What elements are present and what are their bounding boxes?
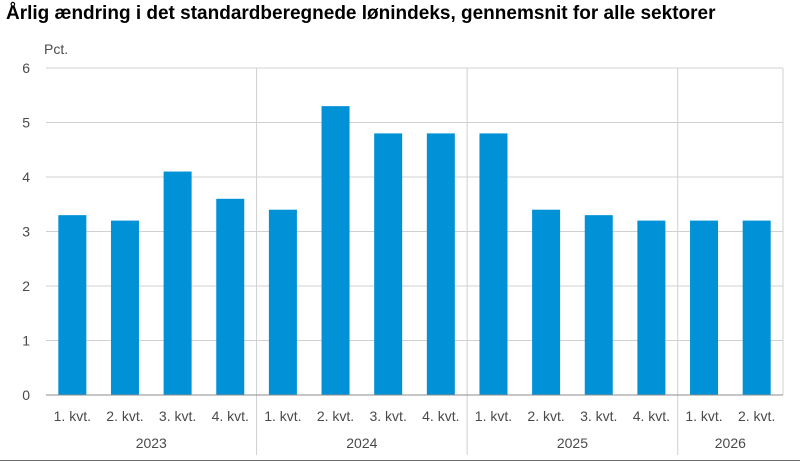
y-tick-label: 6 bbox=[22, 60, 30, 76]
x-tick-label: 3. kvt. bbox=[159, 408, 196, 424]
x-group-label: 2026 bbox=[715, 435, 746, 451]
bar bbox=[584, 215, 613, 395]
bar bbox=[163, 171, 192, 395]
x-tick-label: 2. kvt. bbox=[738, 408, 775, 424]
bar bbox=[268, 209, 297, 395]
x-tick-label: 1. kvt. bbox=[685, 408, 722, 424]
x-tick-label: 4. kvt. bbox=[422, 408, 459, 424]
bar bbox=[742, 220, 771, 395]
x-tick-label: 1. kvt. bbox=[264, 408, 301, 424]
x-group-label: 2024 bbox=[346, 435, 377, 451]
x-group-label: 2023 bbox=[136, 435, 167, 451]
x-tick-label: 1. kvt. bbox=[475, 408, 512, 424]
bar bbox=[637, 220, 666, 395]
y-tick-label: 4 bbox=[22, 169, 30, 185]
bar bbox=[321, 106, 350, 396]
bar bbox=[532, 209, 561, 395]
x-tick-label: 3. kvt. bbox=[369, 408, 406, 424]
x-tick-label: 4. kvt. bbox=[212, 408, 249, 424]
y-tick-label: 1 bbox=[22, 333, 30, 349]
chart-title: Årlig ændring i det standardberegnede lø… bbox=[6, 3, 716, 24]
x-group-label: 2025 bbox=[557, 435, 588, 451]
bar bbox=[479, 133, 508, 395]
bar bbox=[426, 133, 455, 395]
bar bbox=[110, 220, 139, 395]
y-tick-label: 5 bbox=[22, 115, 30, 131]
x-tick-label: 2. kvt. bbox=[106, 408, 143, 424]
x-tick-label: 2. kvt. bbox=[317, 408, 354, 424]
y-tick-label: 3 bbox=[22, 224, 30, 240]
x-tick-label: 3. kvt. bbox=[580, 408, 617, 424]
x-tick-label: 2. kvt. bbox=[527, 408, 564, 424]
y-tick-label: 2 bbox=[22, 278, 30, 294]
bar bbox=[374, 133, 403, 395]
y-axis-label: Pct. bbox=[44, 41, 68, 57]
bar bbox=[690, 220, 719, 395]
x-tick-label: 4. kvt. bbox=[633, 408, 670, 424]
bar bbox=[216, 198, 245, 395]
y-tick-label: 0 bbox=[22, 387, 30, 403]
bottom-divider bbox=[0, 460, 800, 461]
x-tick-label: 1. kvt. bbox=[54, 408, 91, 424]
bar bbox=[58, 215, 87, 395]
